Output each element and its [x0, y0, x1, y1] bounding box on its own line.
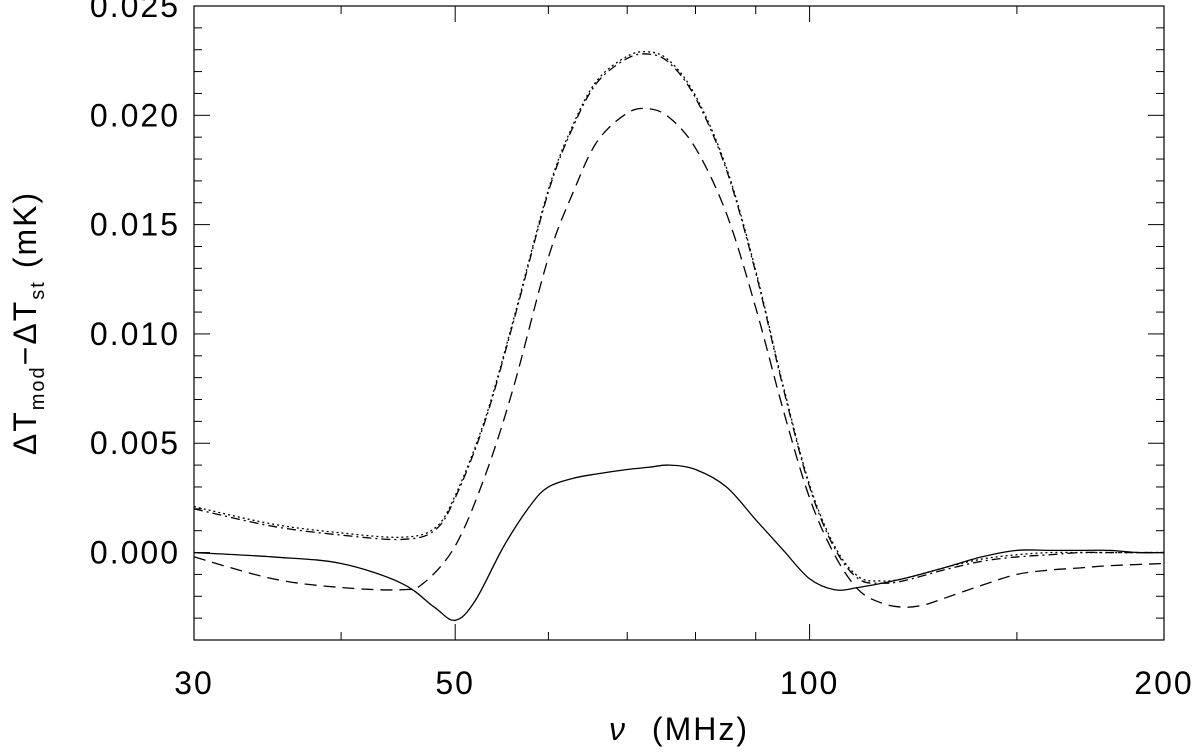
y-tick-label: 0.025 — [90, 0, 180, 24]
series-line-dotted — [193, 50, 1164, 582]
series-line-solid — [193, 464, 1165, 621]
x-axis-title: ν (MHz) — [609, 711, 749, 747]
axis-ticks — [193, 5, 1165, 641]
y-axis-minus: − — [7, 345, 43, 366]
series-layer — [193, 50, 1165, 621]
y-axis-delta1: ΔT — [7, 410, 43, 455]
series-line-dashed — [193, 107, 1165, 608]
series-line-dash-dot — [193, 53, 1164, 584]
x-tick-label: 30 — [174, 665, 214, 701]
x-tick-label: 200 — [1134, 665, 1193, 701]
y-tick-label: 0.005 — [90, 425, 180, 461]
y-axis-sub1: mod — [27, 365, 49, 410]
y-tick-label: 0.000 — [90, 535, 180, 571]
y-tick-labels: 0.000 0.005 0.010 0.015 0.020 0.025 — [90, 0, 180, 571]
y-axis-delta2: ΔT — [7, 300, 43, 345]
y-tick-label: 0.015 — [90, 207, 180, 243]
x-axis-symbol: ν — [609, 711, 627, 747]
plot-frame — [193, 5, 1165, 641]
x-tick-labels: 30 50 100 200 — [174, 665, 1193, 701]
plot-area — [193, 5, 1165, 641]
y-tick-label: 0.010 — [90, 316, 180, 352]
y-axis-title: ΔTmod−ΔTst(mK) — [7, 191, 49, 455]
x-axis-unit: (MHz) — [652, 711, 749, 747]
y-axis-sub2: st — [27, 280, 49, 300]
x-tick-label: 100 — [780, 665, 839, 701]
x-tick-label: 50 — [435, 665, 475, 701]
y-axis-unit: (mK) — [7, 191, 43, 268]
y-tick-label: 0.020 — [90, 97, 180, 133]
